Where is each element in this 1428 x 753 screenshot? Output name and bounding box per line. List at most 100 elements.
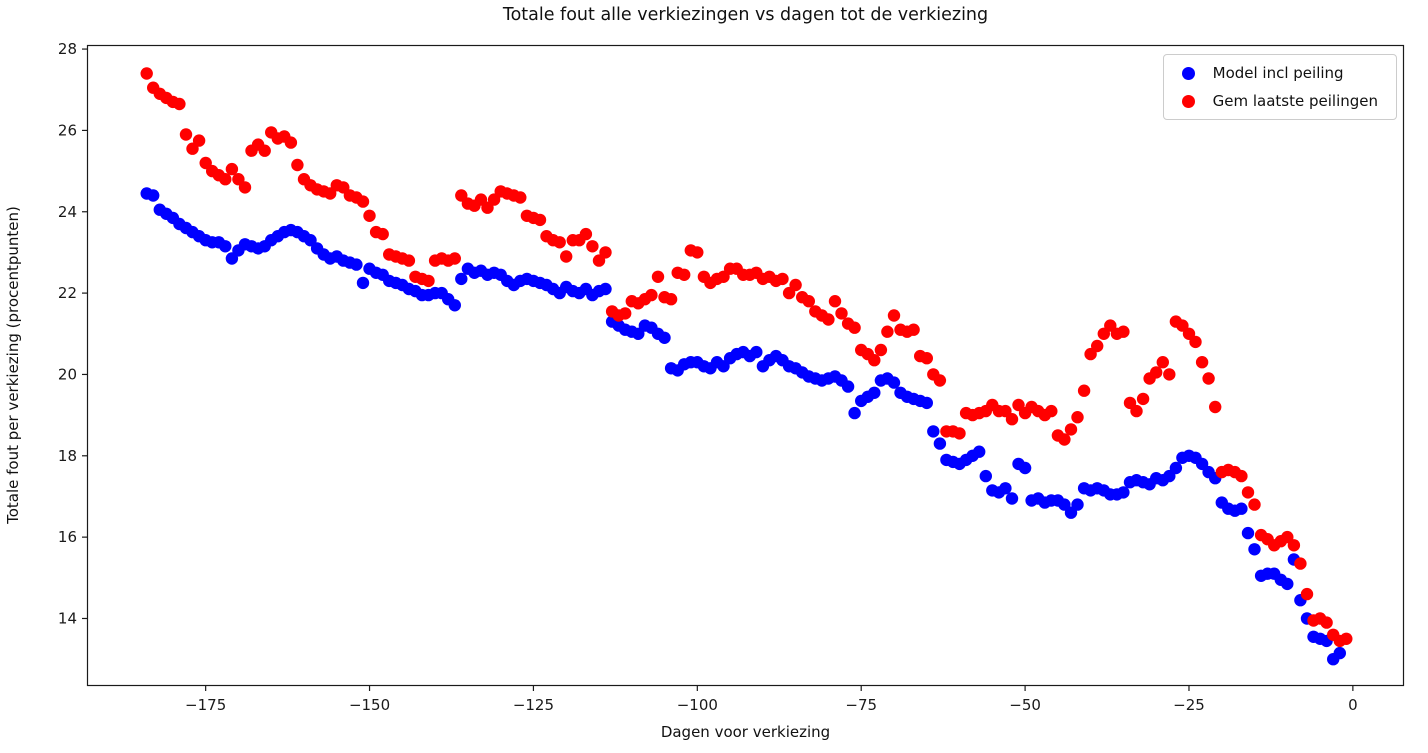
data-point-peiling xyxy=(776,272,789,286)
data-point-model xyxy=(1005,492,1019,505)
y-tick-label: 28 xyxy=(58,40,77,58)
data-point-peiling xyxy=(1320,616,1333,629)
legend-marker-dot xyxy=(1181,94,1195,108)
data-point-peiling xyxy=(1209,400,1222,414)
y-tick-label: 26 xyxy=(58,121,77,139)
data-point-peiling xyxy=(284,136,298,149)
data-point-model xyxy=(841,380,855,393)
data-point-peiling xyxy=(173,97,186,111)
data-point-peiling xyxy=(1248,498,1261,511)
x-tick-label: 0 xyxy=(1348,696,1358,714)
data-point-peiling xyxy=(1300,587,1314,601)
x-tick-label: −100 xyxy=(677,696,718,714)
data-point-peiling xyxy=(140,67,153,80)
data-point-model xyxy=(1169,461,1183,475)
data-point-model xyxy=(887,376,901,389)
data-point-peiling xyxy=(848,321,861,334)
data-point-model xyxy=(1241,526,1255,540)
data-point-peiling xyxy=(1058,433,1071,446)
x-tick-label: −125 xyxy=(513,696,554,714)
data-point-peiling xyxy=(422,274,435,288)
data-point-peiling xyxy=(1235,469,1248,483)
data-point-model xyxy=(448,299,461,312)
data-point-peiling xyxy=(1340,632,1353,645)
data-point-peiling xyxy=(258,144,271,157)
data-point-peiling xyxy=(651,270,665,283)
data-point-peiling xyxy=(933,374,947,387)
data-point-peiling xyxy=(1156,356,1170,369)
data-point-peiling xyxy=(291,158,304,172)
data-point-peiling xyxy=(363,209,376,222)
data-point-peiling xyxy=(1294,557,1307,570)
y-tick-label: 24 xyxy=(58,203,77,221)
data-point-peiling xyxy=(619,307,632,320)
data-point-model xyxy=(455,272,468,286)
data-point-model xyxy=(1248,543,1261,556)
data-point-peiling xyxy=(887,309,901,322)
data-point-peiling xyxy=(828,295,842,308)
legend-label: Model incl peiling xyxy=(1212,64,1344,82)
data-point-peiling xyxy=(553,236,566,249)
data-point-peiling xyxy=(802,295,815,308)
data-point-model xyxy=(1235,502,1248,515)
data-point-peiling xyxy=(907,323,920,336)
data-point-model xyxy=(356,276,370,290)
data-point-peiling xyxy=(822,313,835,326)
data-point-peiling xyxy=(1150,366,1163,379)
data-point-peiling xyxy=(874,343,888,357)
data-point-model xyxy=(979,469,992,483)
x-tick-label: −50 xyxy=(1009,696,1041,714)
data-point-model xyxy=(599,282,612,296)
data-point-peiling xyxy=(560,250,573,263)
data-point-peiling xyxy=(664,293,678,306)
data-point-peiling xyxy=(219,173,232,186)
data-point-peiling xyxy=(645,288,658,302)
data-point-model xyxy=(350,258,363,271)
y-tick-label: 16 xyxy=(58,528,77,546)
data-point-peiling xyxy=(691,246,704,259)
data-point-peiling xyxy=(579,227,593,241)
data-point-peiling xyxy=(1189,335,1202,349)
data-point-model xyxy=(848,406,861,420)
data-point-model xyxy=(750,345,763,359)
data-point-model xyxy=(927,425,940,438)
y-tick-label: 14 xyxy=(58,609,77,627)
y-tick-label: 22 xyxy=(58,284,77,302)
data-point-peiling xyxy=(1117,325,1130,338)
data-point-model xyxy=(147,189,160,202)
data-point-model xyxy=(1018,461,1032,475)
data-point-peiling xyxy=(920,352,933,365)
data-point-model xyxy=(973,445,986,458)
data-point-peiling xyxy=(179,128,193,141)
data-point-peiling xyxy=(402,254,416,267)
data-point-peiling xyxy=(953,427,966,440)
data-point-peiling xyxy=(356,195,370,208)
y-axis-label: Totale fout per verkiezing (procentpunte… xyxy=(4,206,22,524)
data-point-peiling xyxy=(1287,539,1301,552)
data-point-peiling xyxy=(1195,356,1209,369)
data-point-model xyxy=(219,240,232,253)
data-point-peiling xyxy=(1241,486,1255,499)
data-point-peiling xyxy=(1005,413,1019,426)
data-point-peiling xyxy=(1091,339,1104,353)
data-point-peiling xyxy=(835,307,848,320)
data-point-peiling xyxy=(1202,372,1215,385)
x-tick-label: −175 xyxy=(185,696,226,714)
data-point-model xyxy=(1117,486,1130,499)
data-point-peiling xyxy=(678,268,691,281)
data-point-peiling xyxy=(1077,384,1091,397)
data-point-model xyxy=(1333,646,1347,660)
legend-entry: Gem laatste peilingen xyxy=(1172,92,1384,110)
data-point-peiling xyxy=(225,162,239,176)
y-tick-label: 18 xyxy=(58,447,77,465)
plot-border xyxy=(86,44,1405,687)
y-tick-label: 20 xyxy=(58,365,77,383)
data-point-peiling xyxy=(533,213,547,227)
data-point-model xyxy=(933,437,947,450)
data-point-peiling xyxy=(192,134,206,147)
legend-marker-dot xyxy=(1181,66,1195,80)
x-tick-label: −75 xyxy=(845,696,877,714)
data-point-model xyxy=(920,396,933,410)
data-point-model xyxy=(868,386,881,399)
